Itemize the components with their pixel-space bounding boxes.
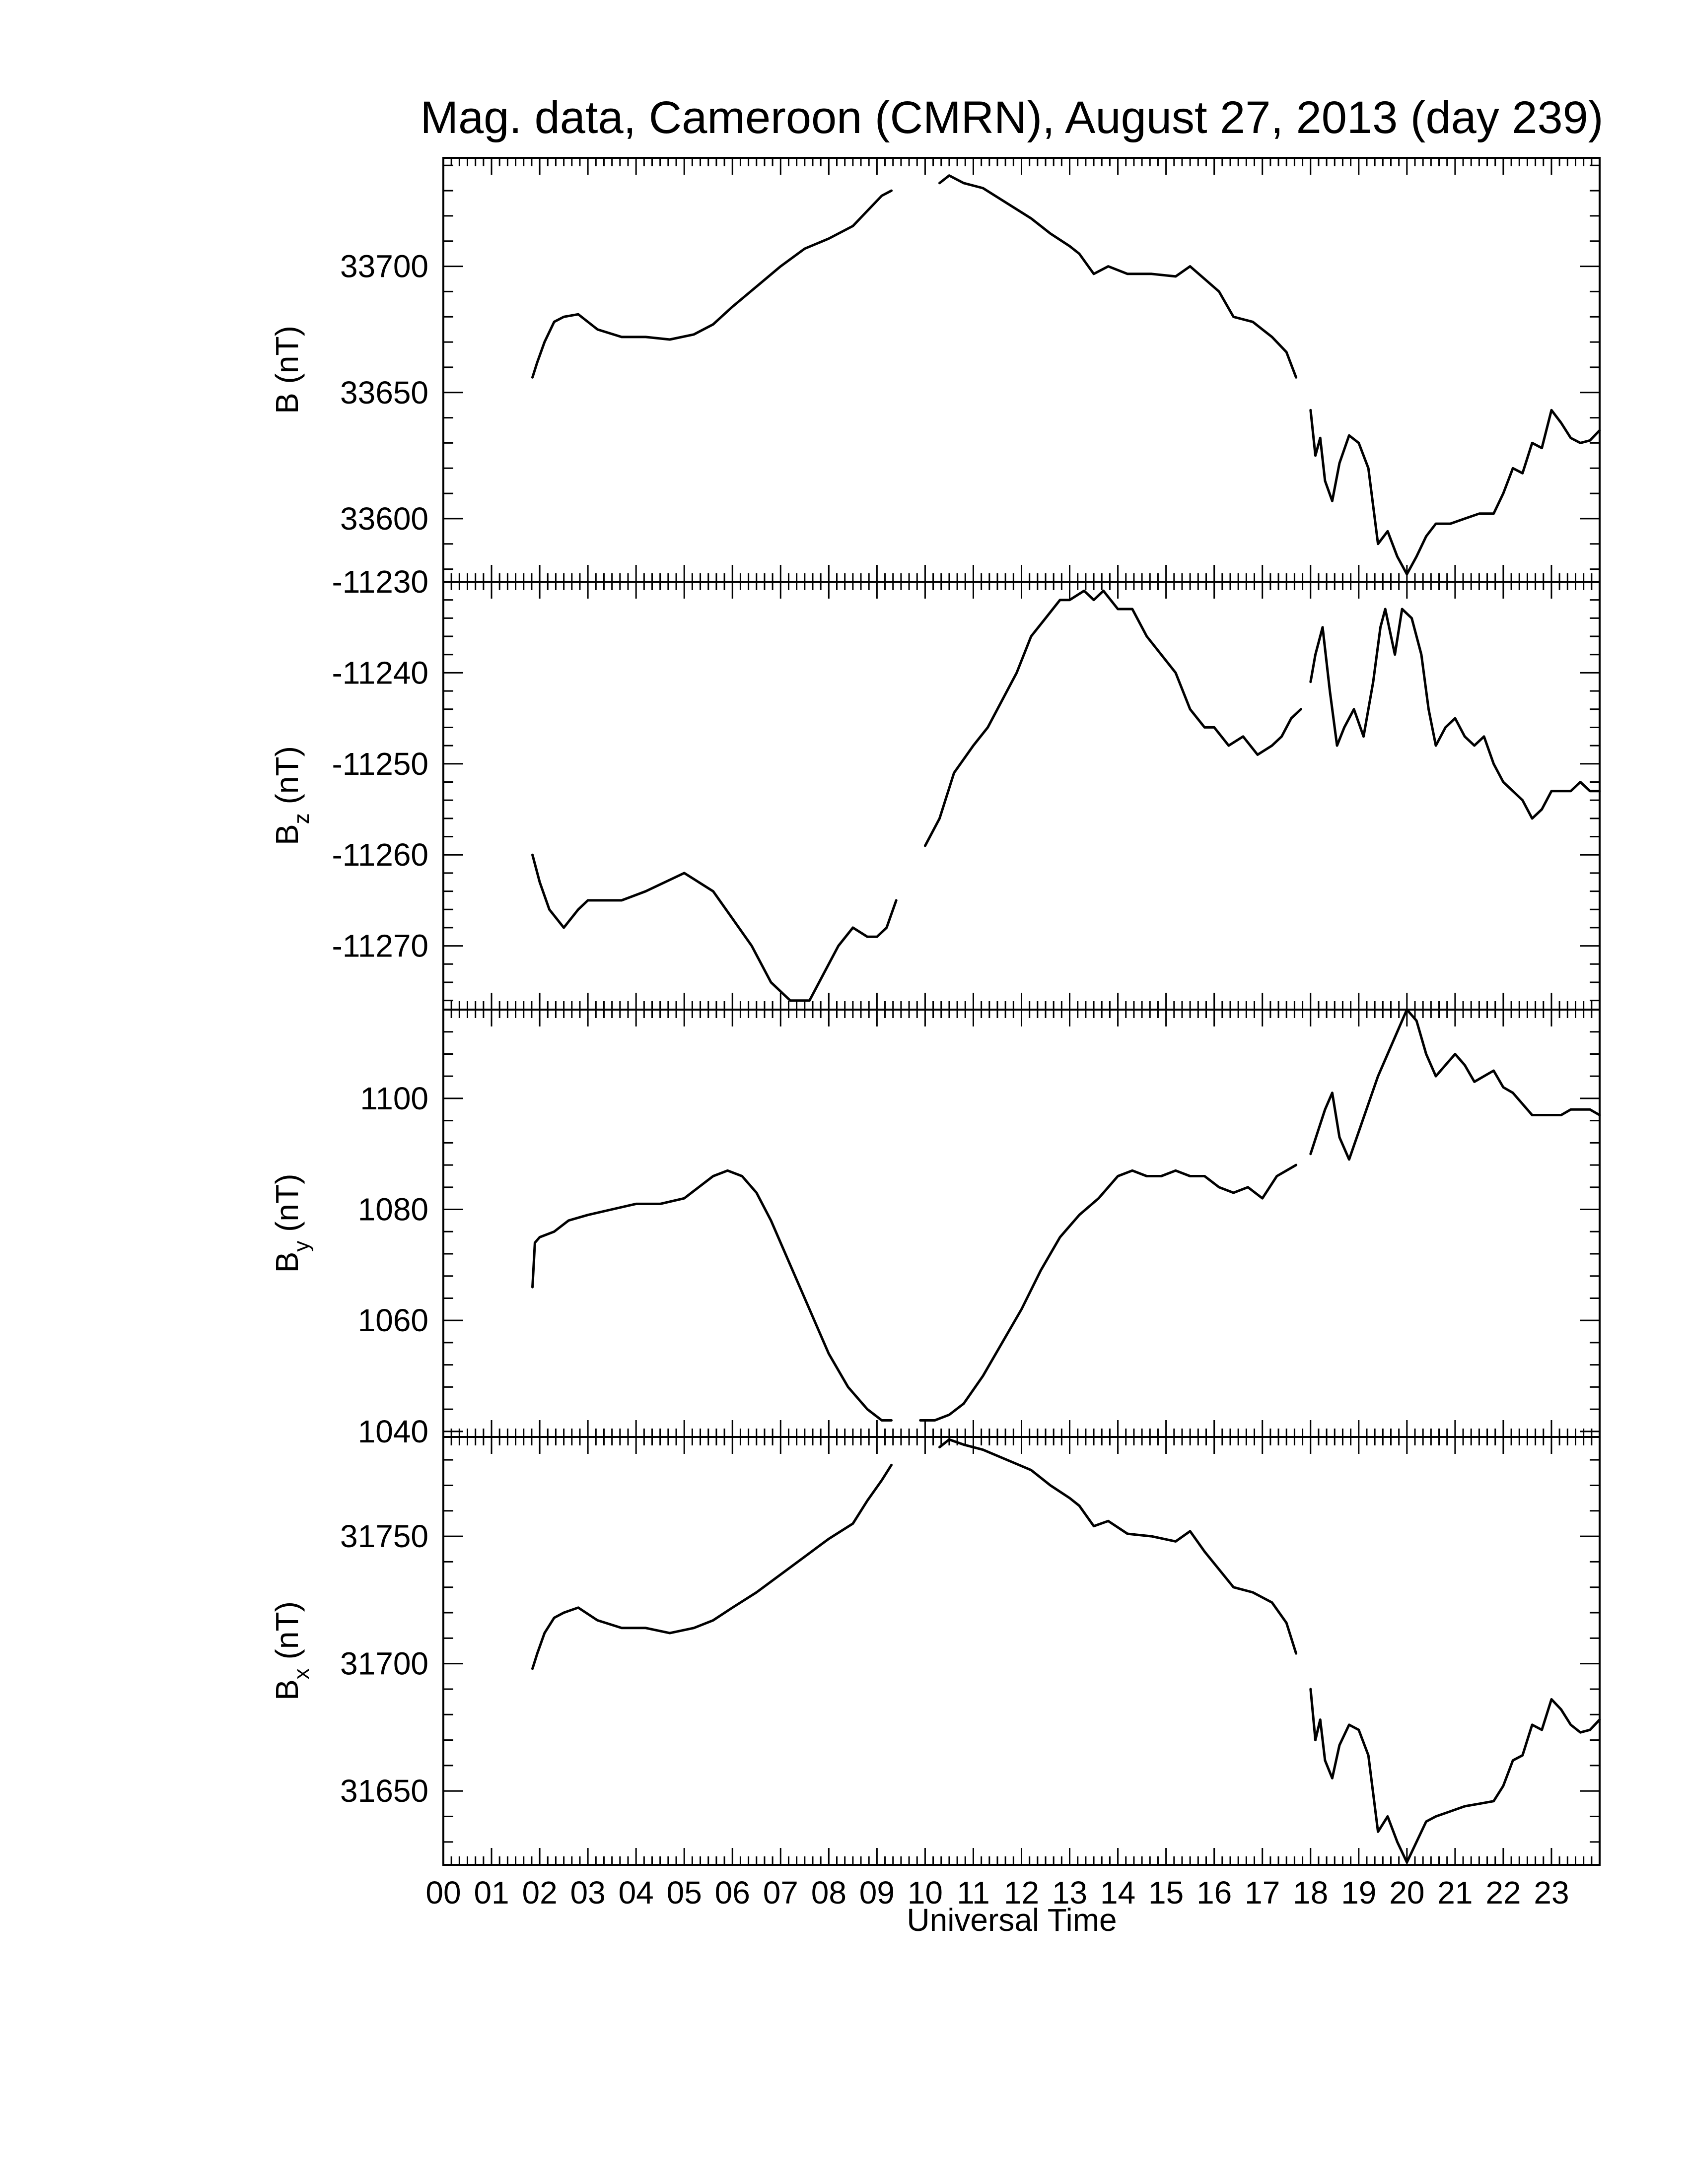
- x-tick-label: 12: [1004, 1875, 1039, 1911]
- figure-title: Mag. data, Cameroon (CMRN), August 27, 2…: [421, 92, 1604, 143]
- x-tick-label: 13: [1052, 1875, 1087, 1911]
- y-tick-label: 1080: [358, 1192, 428, 1228]
- x-tick-label: 15: [1148, 1875, 1184, 1911]
- x-tick-label: 02: [522, 1875, 557, 1911]
- x-tick-label: 10: [908, 1875, 943, 1911]
- x-tick-label: 14: [1100, 1875, 1135, 1911]
- x-tick-label: 11: [957, 1875, 989, 1911]
- x-tick-label: 22: [1485, 1875, 1521, 1911]
- y-tick-label: 33600: [340, 501, 428, 537]
- y-tick-label: -11260: [332, 837, 428, 873]
- y-axis-label-unit: (nT): [269, 746, 305, 813]
- data-trace-segment-3: [1309, 409, 1601, 576]
- y-axis-label-subscript: y: [289, 1241, 314, 1252]
- data-trace-segment-1: [531, 853, 898, 1002]
- y-axis-label: Bx (nT): [269, 1601, 314, 1701]
- y-axis-label: By (nT): [269, 1174, 314, 1273]
- data-trace-segment-2: [938, 174, 1298, 379]
- y-tick-label: 31750: [340, 1518, 428, 1554]
- y-tick-label: 31700: [340, 1646, 428, 1682]
- x-tick-label: 00: [425, 1875, 461, 1911]
- x-tick-label: 18: [1293, 1875, 1328, 1911]
- x-axis-label: Universal Time: [907, 1902, 1117, 1938]
- y-axis-label-main: B: [269, 824, 305, 845]
- data-trace-segment-3: [1309, 1008, 1601, 1161]
- y-axis-label-unit: (nT): [269, 1174, 305, 1241]
- x-tick-label: 17: [1245, 1875, 1280, 1911]
- y-tick-label: 33700: [340, 249, 428, 284]
- x-tick-label: 23: [1534, 1875, 1569, 1911]
- panel-1: 33600 33650 33700 B (nT): [269, 157, 1601, 583]
- y-tick-label: -11270: [332, 928, 428, 964]
- y-axis-label-main: B: [269, 1252, 305, 1273]
- data-trace-segment-1: [531, 1169, 893, 1422]
- panel-2: -11270 -11260 -11250 -11240 -11230 Bz (nT): [269, 564, 1601, 1011]
- data-trace-segment-2: [919, 1163, 1298, 1422]
- data-trace-segment-3: [1309, 608, 1601, 820]
- y-axis-label-main: B: [269, 393, 305, 414]
- y-axis-label: B (nT): [269, 326, 305, 414]
- y-tick-label: 33650: [340, 375, 428, 410]
- y-tick-label: 1040: [358, 1414, 428, 1449]
- x-tick-label: 03: [570, 1875, 606, 1911]
- y-tick-label: -11240: [332, 655, 428, 690]
- x-tick-label: 16: [1196, 1875, 1232, 1911]
- x-tick-label: 06: [715, 1875, 750, 1911]
- y-axis-label-unit: (nT): [269, 326, 305, 393]
- y-tick-label: 31650: [340, 1773, 428, 1809]
- y-axis-label: Bz (nT): [269, 746, 314, 845]
- data-trace-segment-1: [531, 1463, 893, 1670]
- x-tick-label: 19: [1341, 1875, 1376, 1911]
- data-trace-segment-1: [531, 189, 893, 379]
- data-trace-segment-2: [938, 1438, 1298, 1655]
- y-tick-label: 1060: [358, 1302, 428, 1338]
- data-trace-segment-2: [923, 589, 1302, 847]
- x-tick-label: 01: [474, 1875, 509, 1911]
- y-axis-label-main: B: [269, 1679, 305, 1701]
- y-axis-label-subscript: z: [289, 813, 314, 824]
- x-tick-label: 04: [619, 1875, 654, 1911]
- x-tick-label: 21: [1437, 1875, 1473, 1911]
- y-tick-label: 1100: [360, 1081, 428, 1116]
- y-axis-label-subscript: x: [289, 1668, 314, 1679]
- x-tick-label: 08: [811, 1875, 846, 1911]
- x-tick-label: 20: [1389, 1875, 1424, 1911]
- y-tick-label: -11230: [332, 564, 428, 600]
- y-axis-label-unit: (nT): [269, 1601, 305, 1668]
- data-trace-segment-3: [1309, 1688, 1601, 1864]
- panel-4: 31650 31700 31750 Bx (nT): [269, 1436, 1601, 1866]
- time-axis: 00 01 02 03 04 05 06 07 08 09 10 11 12 13 14 15 16 17 18 19…: [425, 1875, 1569, 1911]
- x-tick-label: 07: [763, 1875, 798, 1911]
- panel-3: 1040 1060 1080 1100 By (nT): [269, 1008, 1601, 1449]
- x-tick-label: 05: [667, 1875, 702, 1911]
- y-tick-label: -11250: [332, 746, 428, 782]
- x-tick-label: 09: [859, 1875, 895, 1911]
